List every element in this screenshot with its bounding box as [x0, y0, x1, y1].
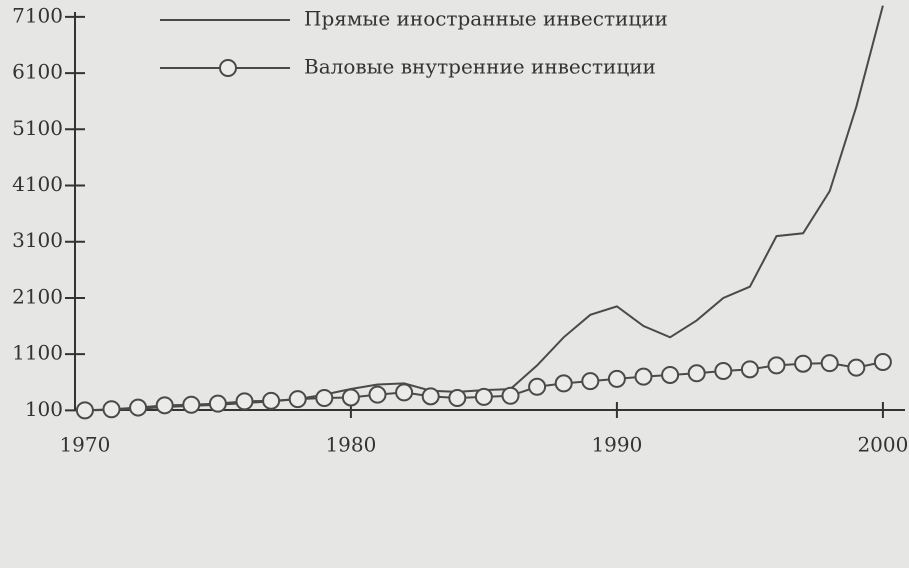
point: [820, 354, 839, 373]
point: [794, 354, 813, 373]
point: [740, 360, 759, 379]
point: [528, 377, 547, 396]
point: [102, 400, 121, 419]
legend-marker: [219, 59, 237, 77]
point: [208, 394, 227, 413]
y-tick-label: 4100: [12, 172, 63, 196]
point: [368, 385, 387, 404]
point: [235, 392, 254, 411]
point: [714, 362, 733, 381]
y-tick-label: 1100: [12, 341, 63, 365]
x-tick-label: 1990: [591, 433, 642, 457]
y-tick-label: 5100: [12, 116, 63, 140]
point: [315, 389, 334, 408]
point: [607, 369, 626, 388]
x-tick-label: 1970: [59, 433, 110, 457]
point: [661, 365, 680, 384]
x-tick-label: 2000: [857, 433, 908, 457]
point: [847, 358, 866, 377]
point: [448, 389, 467, 408]
y-tick-label: 100: [25, 397, 63, 421]
point: [474, 387, 493, 406]
point: [288, 390, 307, 409]
point: [129, 398, 148, 417]
point: [554, 374, 573, 393]
point: [341, 388, 360, 407]
y-tick-label: 7100: [12, 3, 63, 27]
point: [501, 386, 520, 405]
point: [767, 356, 786, 375]
point: [182, 395, 201, 414]
legend-label: Прямые иностранные инвестиции: [304, 7, 668, 31]
point: [581, 372, 600, 391]
point: [873, 353, 892, 372]
legend-label: Валовые внутренние инвестиции: [304, 55, 656, 79]
point: [262, 391, 281, 410]
point: [634, 367, 653, 386]
point: [687, 364, 706, 383]
point: [75, 401, 94, 420]
point: [395, 383, 414, 402]
y-tick-label: 3100: [12, 228, 63, 252]
y-tick-label: 2100: [12, 284, 63, 308]
point: [421, 387, 440, 406]
x-tick-label: 1980: [325, 433, 376, 457]
y-tick-label: 6100: [12, 60, 63, 84]
point: [155, 396, 174, 415]
